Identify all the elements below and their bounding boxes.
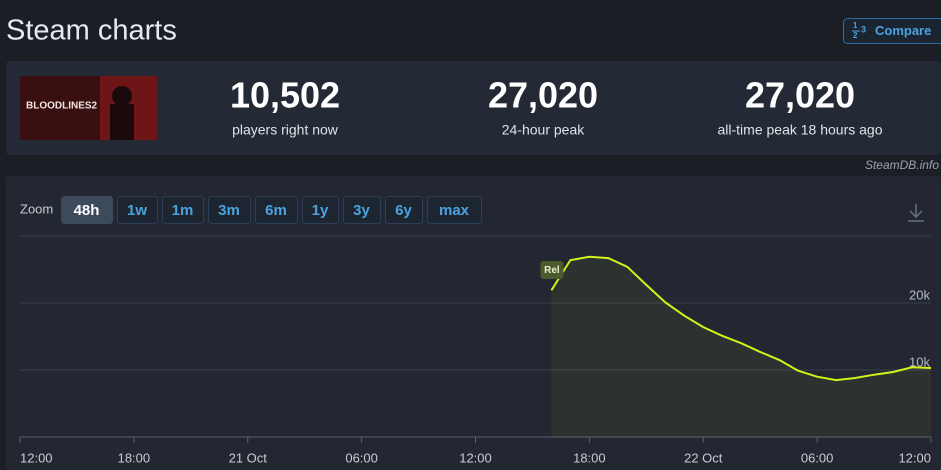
zoom-button[interactable] xyxy=(162,196,204,224)
stat-value: 10,502 xyxy=(230,75,340,116)
x-tick-label: 22 Oct xyxy=(684,450,723,465)
svg-text:3: 3 xyxy=(861,24,866,34)
page-title: Steam charts xyxy=(6,15,177,47)
zoom-option[interactable]: 1y xyxy=(312,202,329,219)
annotation-box xyxy=(540,261,564,279)
zoom-button[interactable] xyxy=(61,196,113,224)
zoom-button[interactable] xyxy=(302,196,339,224)
x-tick-label: 06:00 xyxy=(801,450,834,465)
zoom-button[interactable] xyxy=(208,196,251,224)
x-tick-label: 12:00 xyxy=(898,450,931,465)
zoom-option[interactable]: 48h xyxy=(74,202,100,219)
compare-button[interactable]: 1 2 3 Compare xyxy=(843,18,941,44)
stat-value: 27,020 xyxy=(488,75,598,116)
stat-label: 24-hour peak xyxy=(502,122,586,138)
svg-text:1: 1 xyxy=(853,21,858,30)
game-image: BLOODLINES2 xyxy=(20,76,157,140)
area-fill xyxy=(551,256,931,437)
zoom-button[interactable] xyxy=(255,196,298,224)
zoom-option[interactable]: 1w xyxy=(127,202,147,219)
stat-label: players right now xyxy=(232,122,339,138)
x-tick-label: 06:00 xyxy=(345,450,378,465)
y-tick-label: 20k xyxy=(909,287,930,302)
download-icon[interactable] xyxy=(908,204,924,222)
y-tick-label: 10k xyxy=(909,354,930,369)
zoom-label: Zoom xyxy=(20,201,53,216)
zoom-option[interactable]: 3m xyxy=(218,202,240,219)
stats-panel xyxy=(6,61,941,155)
x-tick-label: 12:00 xyxy=(20,450,53,465)
svg-text:2: 2 xyxy=(853,31,858,40)
zoom-option[interactable]: 1m xyxy=(172,202,194,219)
x-tick-label: 21 Oct xyxy=(229,450,268,465)
stat-label: all-time peak 18 hours ago xyxy=(718,122,883,138)
chart-panel xyxy=(6,176,941,470)
zoom-button[interactable] xyxy=(427,196,482,224)
zoom-button[interactable] xyxy=(343,196,381,224)
game-logo-text: BLOODLINES2 xyxy=(26,101,98,112)
zoom-option[interactable]: 3y xyxy=(353,202,370,219)
line-series xyxy=(550,255,932,382)
zoom-button[interactable] xyxy=(385,196,423,224)
x-tick-label: 18:00 xyxy=(118,450,151,465)
x-tick-label: 18:00 xyxy=(573,450,606,465)
compare-label[interactable]: Compare xyxy=(875,23,931,38)
watermark: SteamDB.info xyxy=(865,158,939,172)
stat-value: 27,020 xyxy=(745,75,855,116)
x-tick-label: 12:00 xyxy=(459,450,492,465)
zoom-option[interactable]: 6m xyxy=(265,202,287,219)
zoom-option[interactable]: max xyxy=(439,202,470,219)
zoom-option[interactable]: 6y xyxy=(395,202,412,219)
annotation-text: Rel xyxy=(544,265,560,276)
zoom-button[interactable] xyxy=(117,196,158,224)
